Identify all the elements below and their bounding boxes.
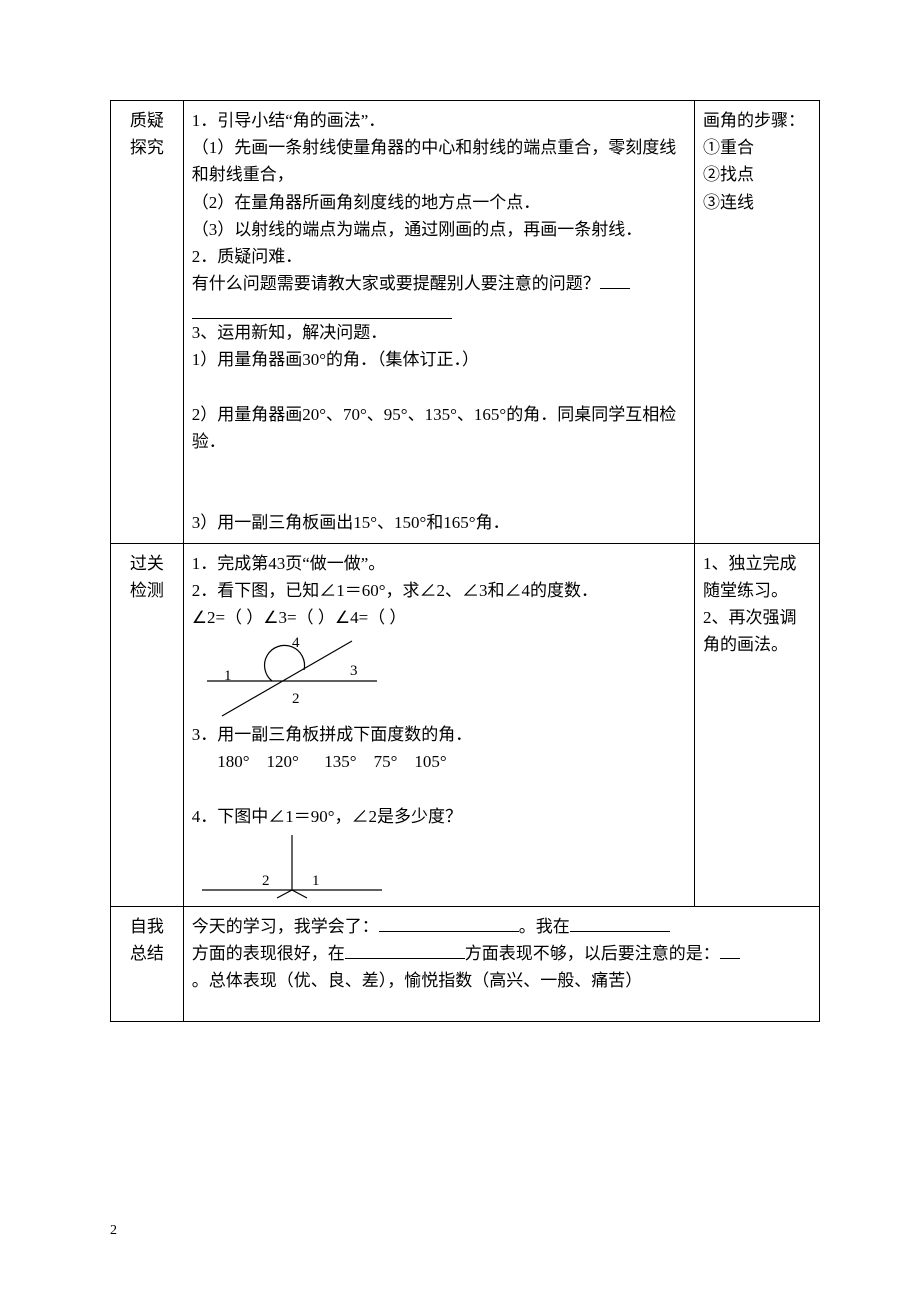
diagram1-label-1: 1 (224, 668, 232, 684)
row-label-summary: 自我 总结 (111, 906, 184, 1021)
label-text: 过关 (119, 550, 175, 577)
spacer (192, 775, 686, 802)
blank-underline (570, 914, 670, 932)
note-line: ①重合 (703, 134, 811, 161)
page-number: 2 (110, 1220, 117, 1242)
diagram1-label-3: 3 (350, 663, 358, 679)
row-label-test: 过关 检测 (111, 543, 184, 906)
text-line: 2．看下图，已知∠1＝60°，求∠2、∠3和∠4的度数． (192, 577, 686, 604)
diagram2-label-2: 2 (262, 873, 270, 889)
inquiry-content: 1．引导小结“角的画法”． （1）先画一条射线使量角器的中心和射线的端点重合，零… (183, 101, 694, 544)
diagram2-label-1: 1 (312, 873, 320, 889)
angle-diagram-2: 1 2 (192, 830, 392, 900)
row-label-inquiry: 质疑 探究 (111, 101, 184, 544)
label-text: 探究 (119, 134, 175, 161)
blank-underline (379, 914, 519, 932)
text-line: 有什么问题需要请教大家或要提醒别人要注意的问题？ (192, 270, 686, 297)
inquiry-notes: 画角的步骤： ①重合 ②找点 ③连线 (695, 101, 820, 544)
summary-line2-mid: 方面表现不够，以后要注意的是： (465, 944, 720, 963)
note-line: 画角的步骤： (703, 107, 811, 134)
lesson-table: 质疑 探究 1．引导小结“角的画法”． （1）先画一条射线使量角器的中心和射线的… (110, 100, 820, 1022)
label-text: 总结 (119, 940, 175, 967)
question-prefix: 有什么问题需要请教大家或要提醒别人要注意的问题？ (192, 274, 600, 293)
blank-underline (600, 271, 630, 289)
note-line: ③连线 (703, 189, 811, 216)
spacer (192, 455, 686, 509)
blank-underline (720, 941, 740, 959)
text-line: 1）用量角器画30°的角．（集体订正．） (192, 346, 686, 373)
summary-prefix: 今天的学习，我学会了： (192, 917, 379, 936)
label-text: 检测 (119, 577, 175, 604)
note-line: 2、再次强调角的画法。 (703, 604, 811, 658)
diagram1-label-2: 2 (292, 691, 300, 707)
spacer (192, 994, 811, 1014)
summary-mid1: 。我在 (519, 917, 570, 936)
test-notes: 1、独立完成随堂练习。 2、再次强调角的画法。 (695, 543, 820, 906)
table-row: 质疑 探究 1．引导小结“角的画法”． （1）先画一条射线使量角器的中心和射线的… (111, 101, 820, 544)
angle-diagram-1: 1 2 3 4 (192, 631, 392, 721)
note-line: ②找点 (703, 161, 811, 188)
text-line: 4．下图中∠1＝90°，∠2是多少度？ (192, 803, 686, 830)
text-line: 2．质疑问难． (192, 243, 686, 270)
summary-line-1: 今天的学习，我学会了： 。我在 (192, 913, 811, 940)
text-line: 2）用量角器画20°、70°、95°、135°、165°的角．同桌同学互相检验． (192, 401, 686, 455)
text-line: （2）在量角器所画角刻度线的地方点一个点． (192, 189, 686, 216)
summary-line-2: 方面的表现很好，在 方面表现不够，以后要注意的是： (192, 940, 811, 967)
text-line: 3、运用新知，解决问题． (192, 319, 686, 346)
label-text: 质疑 (119, 107, 175, 134)
table-row: 过关 检测 1．完成第43页“做一做”。 2．看下图，已知∠1＝60°，求∠2、… (111, 543, 820, 906)
summary-content: 今天的学习，我学会了：。我在 方面的表现很好，在方面表现不够，以后要注意的是： … (183, 906, 819, 1021)
summary-line-3: 。总体表现（优、良、差），愉悦指数（高兴、一般、痛苦） (192, 967, 811, 994)
text-line: ∠2=（ ）∠3=（ ）∠4=（ ） (192, 604, 686, 631)
blank-underline (345, 941, 465, 959)
blank-underline-long (192, 299, 452, 319)
text-line: （3）以射线的端点为端点，通过刚画的点，再画一条射线． (192, 216, 686, 243)
text-line: 3．用一副三角板拼成下面度数的角． (192, 721, 686, 748)
text-line: 1．完成第43页“做一做”。 (192, 550, 686, 577)
table-row: 自我 总结 今天的学习，我学会了： 。我在 方面的表现很好，在 方面表现不够，以后要… (111, 906, 820, 1021)
label-text: 自我 (119, 913, 175, 940)
text-line: 3）用一副三角板画出15°、150°和165°角． (192, 509, 686, 536)
text-line: （1）先画一条射线使量角器的中心和射线的端点重合，零刻度线和射线重合， (192, 134, 686, 188)
text-line: 1．引导小结“角的画法”． (192, 107, 686, 134)
note-line: 1、独立完成随堂练习。 (703, 550, 811, 604)
text-line: 180° 120° 135° 75° 105° (192, 748, 686, 775)
diagram1-label-4: 4 (292, 635, 300, 651)
test-content: 1．完成第43页“做一做”。 2．看下图，已知∠1＝60°，求∠2、∠3和∠4的… (183, 543, 694, 906)
page: 质疑 探究 1．引导小结“角的画法”． （1）先画一条射线使量角器的中心和射线的… (0, 0, 920, 1302)
summary-line2-prefix: 方面的表现很好，在 (192, 944, 345, 963)
spacer (192, 373, 686, 400)
